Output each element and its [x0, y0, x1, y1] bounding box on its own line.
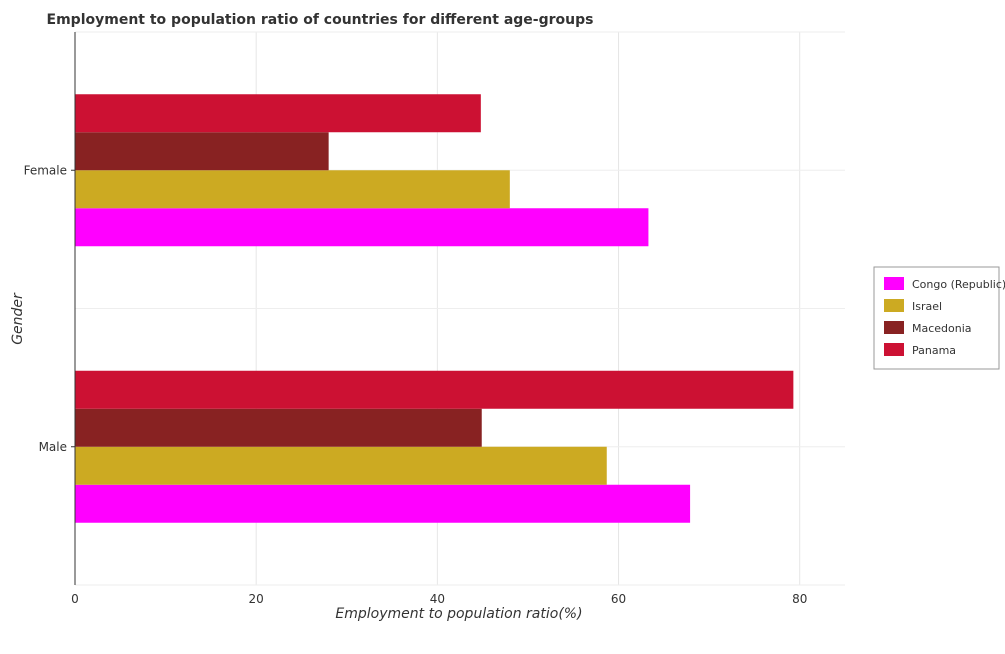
chart-title: Employment to population ratio of countr…: [47, 12, 594, 28]
y-axis-label: Gender: [10, 292, 26, 345]
legend-swatch: [884, 343, 904, 356]
bar-female-israel: [75, 170, 510, 209]
x-tick-label: 0: [71, 592, 79, 606]
bar-female-panama: [75, 94, 481, 133]
legend-label: Israel: [912, 300, 942, 313]
bar-male-congo-republic: [75, 484, 691, 523]
legend-label: Panama: [912, 344, 956, 357]
x-tick-label: 20: [249, 592, 264, 606]
y-tick-label: Female: [24, 163, 67, 177]
y-tick-label: Male: [39, 440, 67, 454]
legend-swatch: [884, 321, 904, 334]
legend: Congo (Republic) Israel Macedonia Panama: [873, 266, 1005, 370]
bars-layer: [75, 94, 794, 523]
x-tick-label: 80: [792, 592, 807, 606]
bar-male-panama: [75, 370, 794, 409]
legend-swatch: [884, 277, 904, 290]
x-tick-label: 40: [430, 592, 445, 606]
bar-male-israel: [75, 446, 607, 485]
x-tick-label: 60: [611, 592, 626, 606]
legend-label: Macedonia: [912, 322, 972, 335]
x-axis-label: Employment to population ratio(%): [335, 606, 582, 622]
bar-male-macedonia: [75, 408, 482, 447]
legend-label: Congo (Republic): [912, 278, 1005, 291]
axes-layer: 0 20 40 60 80 Female Male: [24, 32, 807, 606]
legend-swatch: [884, 299, 904, 312]
bar-female-congo-republic: [75, 208, 649, 247]
bar-female-macedonia: [75, 132, 329, 171]
